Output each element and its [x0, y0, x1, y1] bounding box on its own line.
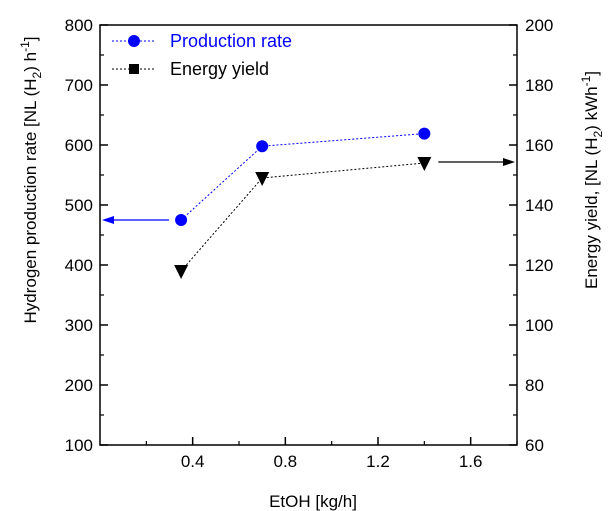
legend-marker-production-rate [128, 35, 140, 47]
ticks [100, 24, 518, 446]
data-point-production-rate [256, 140, 269, 153]
series-line-0 [180, 133, 425, 221]
data-point-energy-yield [255, 172, 270, 186]
data-point-production-rate [175, 214, 188, 226]
y2-tick-label: 140 [525, 196, 553, 215]
data-point-production-rate [418, 127, 431, 140]
legend-marker-energy-yield [129, 64, 139, 74]
legend-label-1: Energy yield [170, 59, 269, 79]
y-tick-label: 200 [65, 376, 93, 395]
y-tick-label: 700 [65, 76, 93, 95]
y2-axis-title-sub: 2 [591, 131, 605, 138]
x-tick-label: 0.4 [181, 452, 205, 471]
y-axis-title-end: ] [21, 37, 40, 42]
x-tick-label: 1.2 [366, 452, 390, 471]
series-lines [180, 133, 425, 272]
x-tick-label: 1.6 [459, 452, 483, 471]
y2-tick-label: 180 [525, 76, 553, 95]
tick-labels: 0.4 0.8 1.2 1.6 100 200 300 400 500 600 700 800 60 80… [65, 16, 554, 471]
y2-axis-title-end: ] [582, 71, 601, 76]
y-tick-label: 600 [65, 136, 93, 155]
y2-axis-title-mid: ) kWh [582, 86, 601, 130]
plot-frame [99, 24, 518, 446]
y2-axis-title-sup: -1 [579, 75, 593, 86]
markers [174, 127, 432, 279]
data-point-energy-yield [174, 265, 189, 279]
x-axis-title: EtOH [kg/h] [269, 492, 357, 511]
legend: Production rate Energy yield [112, 31, 292, 79]
x-tick-label: 0.8 [274, 452, 298, 471]
right-arrow-head [503, 158, 515, 166]
arrows [102, 158, 515, 224]
y-tick-label: 300 [65, 316, 93, 335]
y-axis-title-text: Hydrogen production rate [NL (H [21, 78, 40, 323]
left-arrow-head [102, 216, 114, 224]
plot-border [99, 24, 518, 446]
data-point-energy-yield [417, 157, 432, 171]
y-tick-label: 100 [65, 436, 93, 455]
y2-axis-title-text: Energy yield, [NL (H [582, 138, 601, 289]
y-tick-label: 400 [65, 256, 93, 275]
y2-tick-label: 160 [525, 136, 553, 155]
series-line-1 [180, 162, 425, 272]
y-axis-title-mid: ) h [21, 52, 40, 72]
legend-label-0: Production rate [170, 31, 292, 51]
y2-tick-label: 120 [525, 256, 553, 275]
y2-tick-label: 60 [525, 436, 544, 455]
y-tick-label: 500 [65, 196, 93, 215]
y-tick-label: 800 [65, 16, 93, 35]
y-axis-title-sup: -1 [18, 41, 32, 52]
y2-tick-label: 100 [525, 316, 553, 335]
y2-tick-label: 200 [525, 16, 553, 35]
y2-tick-label: 80 [525, 376, 544, 395]
y-axis-title: Hydrogen production rate [NL (H2) h-1] [18, 37, 44, 324]
y2-axis-title: Energy yield, [NL (H2) kWh-1] [579, 71, 605, 289]
y-axis-title-sub: 2 [30, 71, 44, 78]
